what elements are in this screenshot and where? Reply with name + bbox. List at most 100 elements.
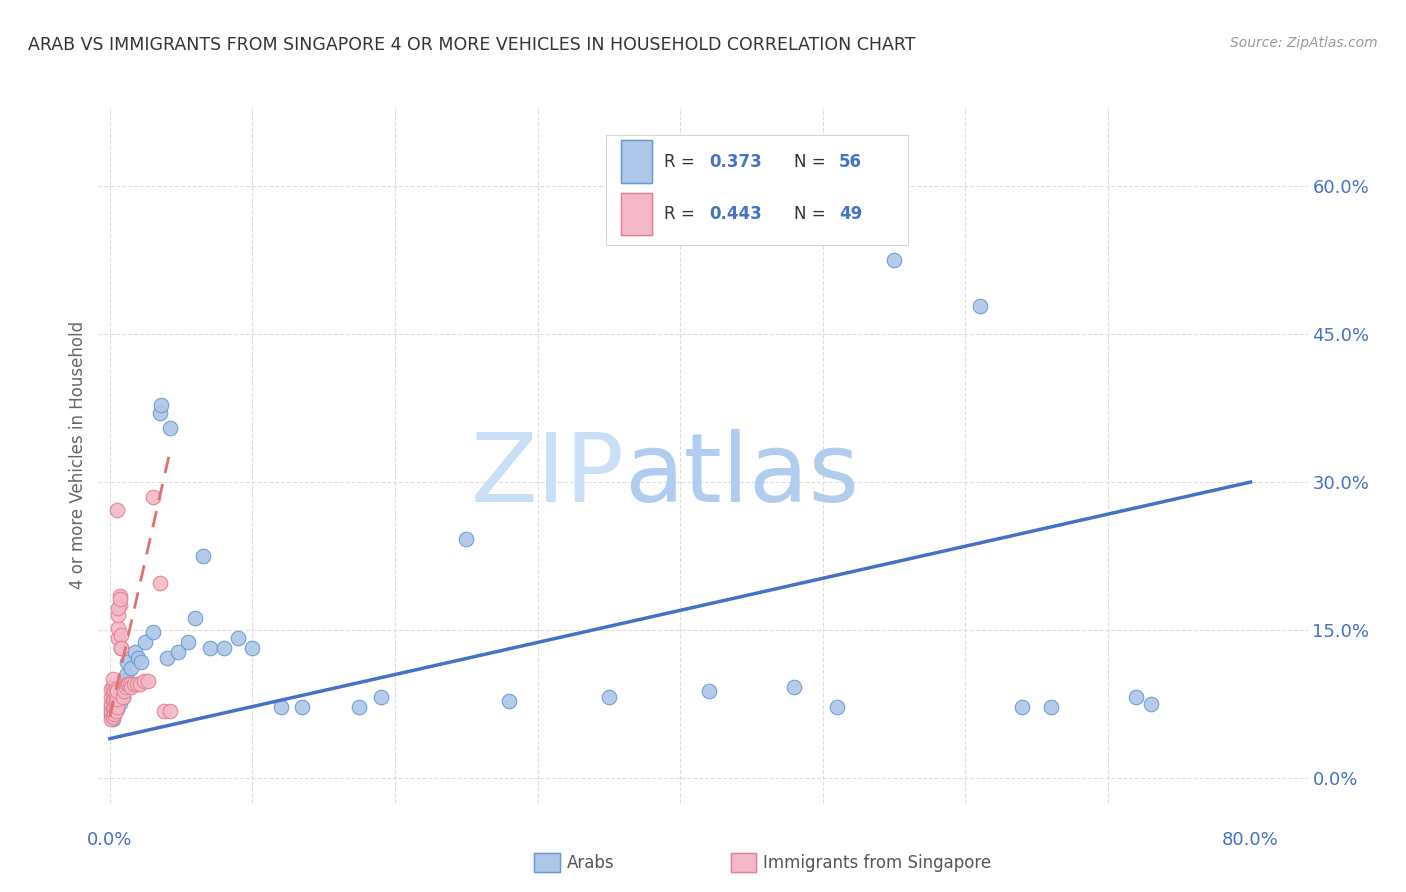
- Point: [112, 674, 135, 689]
- Point: [100, 697, 122, 711]
- Point: [103, 690, 125, 705]
- Point: [103, 684, 125, 698]
- Bar: [621, 140, 651, 183]
- Point: [142, 625, 165, 640]
- Point: [100, 700, 122, 714]
- Point: [101, 681, 124, 695]
- Point: [100, 690, 122, 705]
- Point: [149, 406, 172, 420]
- Point: [198, 640, 221, 655]
- Point: [177, 635, 200, 649]
- Point: [108, 589, 131, 603]
- Point: [108, 696, 131, 710]
- Point: [112, 684, 135, 698]
- Point: [370, 690, 392, 705]
- Point: [120, 660, 142, 674]
- Point: [100, 712, 122, 726]
- Text: 0.0%: 0.0%: [87, 830, 132, 848]
- Point: [111, 690, 134, 705]
- Point: [132, 674, 155, 689]
- Point: [101, 673, 124, 687]
- Point: [115, 677, 138, 691]
- Text: 49: 49: [839, 205, 862, 223]
- Point: [101, 694, 124, 708]
- Point: [105, 700, 128, 714]
- Point: [108, 599, 131, 613]
- Text: R =: R =: [664, 153, 700, 170]
- Point: [159, 421, 181, 435]
- Text: Source: ZipAtlas.com: Source: ZipAtlas.com: [1230, 36, 1378, 50]
- Point: [104, 704, 127, 718]
- Point: [456, 533, 478, 547]
- Point: [120, 681, 142, 695]
- Point: [107, 608, 129, 623]
- Point: [103, 700, 125, 714]
- Point: [184, 611, 207, 625]
- Point: [124, 645, 146, 659]
- Point: [136, 674, 159, 689]
- Point: [825, 700, 848, 714]
- Point: [101, 687, 124, 701]
- Point: [128, 677, 150, 691]
- Point: [108, 687, 131, 701]
- Point: [110, 640, 132, 655]
- Bar: [621, 193, 651, 235]
- Point: [134, 635, 156, 649]
- Text: 0.443: 0.443: [709, 205, 762, 223]
- Point: [101, 694, 124, 708]
- Point: [110, 640, 132, 655]
- Y-axis label: 4 or more Vehicles in Household: 4 or more Vehicles in Household: [69, 321, 87, 589]
- Point: [1039, 700, 1062, 714]
- Point: [127, 650, 149, 665]
- Text: 80.0%: 80.0%: [1222, 830, 1279, 848]
- FancyBboxPatch shape: [606, 135, 908, 246]
- Point: [270, 700, 292, 714]
- Point: [159, 704, 181, 718]
- Point: [105, 697, 128, 711]
- Point: [115, 655, 138, 669]
- Point: [105, 702, 128, 716]
- Point: [104, 682, 127, 697]
- Point: [107, 684, 129, 698]
- Point: [104, 696, 127, 710]
- Point: [104, 697, 127, 711]
- Point: [103, 706, 125, 721]
- Point: [110, 684, 132, 698]
- Text: N =: N =: [794, 153, 831, 170]
- Point: [107, 631, 129, 645]
- Point: [100, 704, 122, 718]
- Bar: [621, 193, 651, 235]
- Point: [105, 684, 128, 698]
- Point: [105, 502, 128, 516]
- Point: [1011, 700, 1033, 714]
- Point: [125, 677, 148, 691]
- Point: [103, 697, 125, 711]
- Point: [101, 710, 124, 724]
- Point: [107, 601, 129, 615]
- Point: [783, 681, 806, 695]
- Point: [105, 692, 128, 706]
- Point: [150, 398, 173, 412]
- Point: [1125, 690, 1147, 705]
- Point: [101, 712, 124, 726]
- Point: [108, 591, 131, 606]
- Point: [242, 640, 264, 655]
- Point: [117, 677, 139, 691]
- Point: [191, 549, 214, 563]
- Point: [100, 682, 122, 697]
- Point: [107, 694, 129, 708]
- Point: [291, 700, 314, 714]
- Point: [153, 704, 176, 718]
- Point: [498, 694, 520, 708]
- Point: [103, 705, 125, 719]
- Point: [156, 650, 179, 665]
- Point: [114, 681, 136, 695]
- Point: [129, 655, 152, 669]
- Text: Immigrants from Singapore: Immigrants from Singapore: [763, 854, 991, 871]
- Point: [107, 621, 129, 635]
- Point: [1139, 697, 1161, 711]
- Text: 0.373: 0.373: [709, 153, 762, 170]
- Point: [100, 706, 122, 721]
- Point: [226, 631, 249, 645]
- Point: [212, 640, 235, 655]
